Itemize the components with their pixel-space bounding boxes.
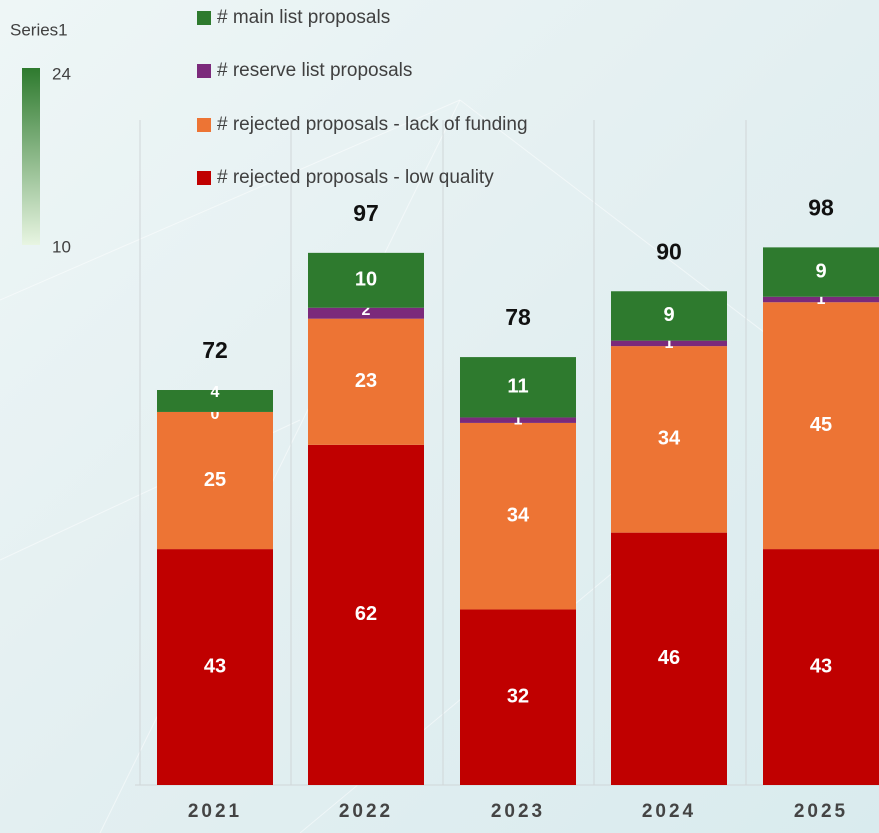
- legend-label: # rejected proposals - low quality: [217, 167, 494, 188]
- bar-segment: [460, 417, 576, 423]
- scale-min: 10: [52, 237, 71, 256]
- bar-segment: [308, 252, 424, 308]
- legend-label: # main list proposals: [217, 7, 390, 28]
- bar-segment: [157, 549, 273, 785]
- x-tick-label: 2022: [339, 801, 393, 822]
- data-label: 62: [355, 603, 377, 625]
- data-label: 1: [665, 335, 674, 352]
- data-label: 11: [507, 376, 528, 398]
- bar-segment: [460, 357, 576, 418]
- data-label: 34: [658, 428, 681, 450]
- total-label: 98: [808, 194, 834, 220]
- bar-segment: [308, 444, 424, 785]
- data-label: 9: [815, 260, 826, 282]
- legend-swatch: [197, 171, 211, 185]
- bar-segment: [763, 247, 879, 297]
- bar-segment: [763, 296, 879, 303]
- legend-label: # reserve list proposals: [217, 60, 412, 81]
- data-label: 1: [514, 412, 523, 429]
- bar-segment: [308, 307, 424, 319]
- data-label: 2: [362, 302, 371, 319]
- total-label: 72: [202, 337, 228, 363]
- data-label: 10: [355, 269, 377, 291]
- x-tick-label: 2023: [491, 801, 545, 822]
- legend-swatch: [197, 118, 211, 132]
- color-scale-bar: [22, 68, 40, 245]
- scale-max: 24: [52, 64, 71, 83]
- data-label: 46: [658, 647, 680, 669]
- legend-swatch: [197, 11, 211, 25]
- data-label: 9: [663, 304, 674, 326]
- data-label: 43: [204, 655, 226, 677]
- bar-segment: [611, 340, 727, 347]
- bar-segment: [763, 302, 879, 550]
- data-label: 45: [810, 414, 832, 436]
- x-tick-label: 2025: [794, 801, 848, 822]
- bar-segment: [611, 346, 727, 533]
- bar-segment: [157, 390, 273, 412]
- data-label: 25: [204, 469, 226, 491]
- bar-segment: [611, 291, 727, 341]
- x-tick-label: 2021: [188, 801, 242, 822]
- total-label: 97: [353, 200, 379, 226]
- scale-title: Series1: [10, 20, 68, 39]
- bar-segment: [763, 549, 879, 785]
- legend-label: # rejected proposals - lack of funding: [217, 114, 528, 135]
- data-label: 34: [507, 504, 530, 526]
- total-label: 78: [505, 304, 531, 330]
- legend-swatch: [197, 64, 211, 78]
- data-label: 23: [355, 370, 377, 392]
- x-tick-label: 2024: [642, 801, 696, 822]
- data-label: 1: [817, 291, 826, 308]
- bar-segment: [460, 422, 576, 610]
- data-label: 43: [810, 655, 832, 677]
- data-label: 0: [211, 406, 220, 423]
- bar-segment: [611, 532, 727, 785]
- data-label: 4: [211, 384, 220, 401]
- bar-segment: [308, 318, 424, 445]
- bar-segment: [157, 411, 273, 550]
- bar-segment: [460, 609, 576, 785]
- data-label: 32: [507, 686, 529, 708]
- total-label: 90: [656, 238, 682, 264]
